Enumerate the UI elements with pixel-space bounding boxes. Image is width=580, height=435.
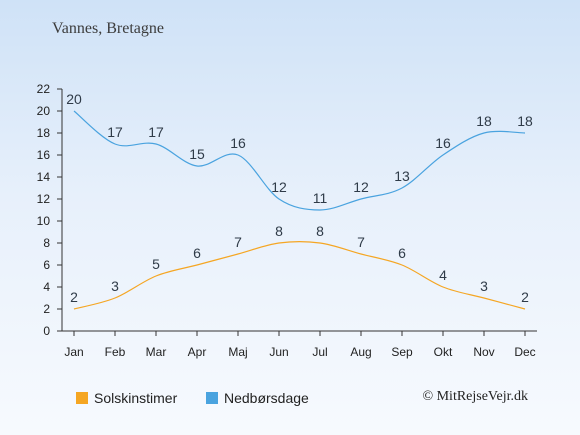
legend-label-rain: Nedbørsdage [224, 390, 309, 406]
legend-swatch-rain [206, 392, 218, 404]
y-tick-label: 2 [43, 302, 50, 316]
x-tick-label: Aug [350, 345, 371, 359]
x-tick-label: Nov [473, 345, 494, 359]
x-tick-label: Dec [514, 345, 535, 359]
y-tick-label: 18 [37, 126, 51, 140]
data-label-sun: 2 [70, 289, 78, 305]
data-label-rain: 18 [517, 113, 533, 129]
data-label-sun: 7 [234, 234, 242, 250]
data-label-sun: 3 [480, 278, 488, 294]
data-label-sun: 5 [152, 256, 160, 272]
credit-text: © MitRejseVejr.dk [422, 389, 528, 404]
data-label-rain: 20 [66, 91, 82, 107]
x-tick-label: Maj [228, 345, 247, 359]
data-labels: 2 3 5 6 7 8 8 7 6 4 3 2 20 17 17 15 16 12 11 12 13 16 18 18 [66, 91, 533, 305]
data-label-sun: 2 [521, 289, 529, 305]
y-tick-label: 6 [43, 258, 50, 272]
y-tick-label: 14 [37, 170, 51, 184]
data-label-rain: 18 [476, 113, 492, 129]
data-label-rain: 12 [353, 179, 369, 195]
y-tick-label: 0 [43, 324, 50, 338]
data-label-sun: 6 [398, 245, 406, 261]
series-lines [73, 110, 526, 310]
x-tick-label: Feb [105, 345, 126, 359]
y-tick-label: 22 [37, 82, 51, 96]
x-tick-label: Sep [391, 345, 413, 359]
data-label-rain: 16 [230, 135, 246, 151]
data-label-rain: 16 [435, 135, 451, 151]
x-tick-label: Apr [188, 345, 207, 359]
data-label-sun: 6 [193, 245, 201, 261]
y-tick-label: 12 [37, 192, 51, 206]
y-tick-label: 8 [43, 236, 50, 250]
data-label-rain: 15 [189, 146, 205, 162]
y-tick-label: 20 [37, 104, 51, 118]
data-label-sun: 8 [316, 223, 324, 239]
y-tick-label: 4 [43, 280, 50, 294]
data-label-sun: 4 [439, 267, 447, 283]
data-label-sun: 7 [357, 234, 365, 250]
legend-item-rain: Nedbørsdage [206, 390, 309, 406]
x-tick-label: Jan [64, 345, 83, 359]
chart-title: Vannes, Bretagne [52, 20, 164, 37]
data-label-rain: 17 [107, 124, 123, 140]
data-label-sun: 8 [275, 223, 283, 239]
data-label-rain: 17 [148, 124, 164, 140]
x-tick-label: Jun [269, 345, 288, 359]
y-tick-label: 16 [37, 148, 51, 162]
x-tick-label: Okt [434, 345, 453, 359]
data-label-rain: 13 [394, 168, 410, 184]
legend-swatch-sun [76, 392, 88, 404]
data-label-rain: 11 [313, 190, 328, 206]
data-label-rain: 12 [271, 179, 287, 195]
y-tick-label: 10 [37, 214, 51, 228]
legend-label-sun: Solskinstimer [94, 390, 178, 406]
series-line-rain [73, 110, 526, 211]
legend-item-sun: Solskinstimer [76, 390, 177, 406]
series-line-sun [73, 241, 526, 310]
data-label-sun: 3 [111, 278, 119, 294]
x-tick-label: Mar [146, 345, 167, 359]
x-tick-label: Jul [312, 345, 327, 359]
